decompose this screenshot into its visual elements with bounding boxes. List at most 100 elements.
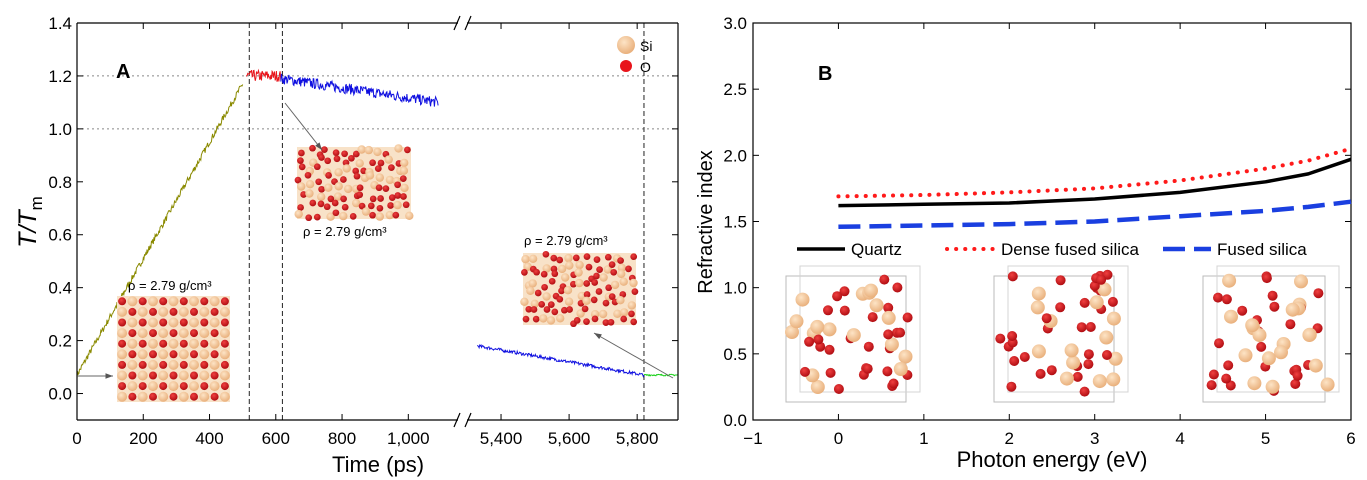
atom bbox=[582, 296, 591, 305]
atom bbox=[602, 299, 610, 307]
x-tick-label: 1 bbox=[919, 429, 928, 448]
atom bbox=[199, 328, 210, 339]
atom bbox=[1237, 305, 1248, 316]
atom bbox=[1019, 352, 1030, 362]
x-tick-label: 0 bbox=[834, 429, 843, 448]
atom bbox=[532, 315, 540, 323]
atom bbox=[137, 306, 148, 317]
atom bbox=[604, 253, 612, 261]
atom bbox=[369, 195, 377, 203]
legend-label: Dense fused silica bbox=[1001, 240, 1140, 259]
atom bbox=[534, 289, 542, 297]
atom bbox=[1285, 319, 1296, 330]
atom bbox=[349, 213, 357, 220]
atom bbox=[127, 381, 138, 392]
atom bbox=[628, 310, 635, 318]
atom bbox=[402, 201, 410, 209]
atom bbox=[169, 329, 178, 338]
atom bbox=[1083, 349, 1094, 360]
atom bbox=[1064, 343, 1079, 358]
atom bbox=[117, 306, 128, 317]
atom bbox=[574, 268, 583, 277]
x-tick-label: 800 bbox=[328, 429, 356, 448]
x-tick-label: 1,000 bbox=[387, 429, 430, 448]
atom bbox=[1274, 345, 1288, 360]
atom bbox=[593, 256, 601, 263]
atom bbox=[179, 360, 188, 369]
atom bbox=[352, 150, 360, 158]
atom bbox=[189, 381, 199, 392]
atom bbox=[523, 262, 532, 271]
atom bbox=[118, 360, 127, 369]
atom bbox=[795, 292, 810, 307]
atom bbox=[867, 312, 878, 323]
atom bbox=[1076, 322, 1087, 333]
atom bbox=[375, 173, 384, 182]
atom bbox=[190, 329, 198, 338]
atom bbox=[583, 318, 590, 325]
atom bbox=[209, 317, 220, 328]
atom bbox=[1055, 275, 1066, 286]
atom bbox=[128, 329, 137, 338]
atom bbox=[219, 391, 230, 402]
atom bbox=[1224, 309, 1238, 324]
atom bbox=[148, 317, 158, 328]
legend-label-o: O bbox=[640, 59, 651, 75]
atom bbox=[159, 318, 168, 327]
x-tick-label: 400 bbox=[195, 429, 223, 448]
atom bbox=[1269, 301, 1280, 312]
atom bbox=[117, 349, 128, 360]
atom bbox=[1046, 365, 1057, 376]
atom bbox=[375, 184, 383, 192]
atom bbox=[1055, 302, 1066, 313]
atom bbox=[902, 312, 913, 323]
atom bbox=[1294, 274, 1308, 289]
atom bbox=[200, 382, 209, 391]
x-axis-label: Photon energy (eV) bbox=[957, 447, 1148, 472]
atom bbox=[331, 199, 339, 207]
atom bbox=[576, 309, 585, 318]
x-axis-label: Time (ps) bbox=[332, 452, 424, 477]
atom bbox=[1107, 296, 1118, 307]
atom bbox=[556, 295, 564, 303]
x-tick-label: 5,400 bbox=[480, 429, 523, 448]
atom bbox=[1206, 380, 1217, 391]
atom bbox=[394, 192, 402, 199]
atom bbox=[190, 392, 198, 401]
atom bbox=[138, 297, 147, 306]
atom bbox=[1313, 288, 1324, 299]
atom bbox=[137, 349, 148, 360]
cell-box-back bbox=[799, 265, 921, 393]
atom bbox=[540, 270, 548, 278]
atom bbox=[547, 301, 555, 308]
atom bbox=[190, 371, 198, 380]
atom bbox=[1256, 341, 1267, 352]
atom bbox=[1072, 371, 1083, 382]
atom bbox=[833, 384, 844, 394]
atom bbox=[365, 171, 375, 180]
atom bbox=[220, 339, 229, 348]
atom bbox=[159, 382, 168, 391]
atom bbox=[179, 382, 188, 391]
atom bbox=[1079, 297, 1090, 308]
atom bbox=[789, 314, 804, 329]
atom bbox=[367, 202, 375, 210]
panel-label-a: A bbox=[116, 61, 130, 83]
atom bbox=[361, 207, 371, 216]
atom bbox=[551, 308, 559, 316]
atom bbox=[294, 209, 303, 219]
atom bbox=[530, 306, 538, 313]
arrow-head bbox=[594, 333, 602, 340]
atom bbox=[823, 305, 833, 316]
atom bbox=[570, 280, 577, 288]
atom bbox=[542, 264, 551, 273]
y-tick-label: 1.0 bbox=[723, 279, 747, 298]
legend-label: Quartz bbox=[851, 240, 902, 259]
atom bbox=[538, 301, 546, 308]
atom bbox=[800, 366, 810, 377]
atom bbox=[384, 155, 393, 164]
cell-box bbox=[785, 275, 907, 403]
atom bbox=[551, 270, 559, 278]
atom bbox=[1035, 368, 1046, 379]
atom bbox=[575, 260, 584, 270]
